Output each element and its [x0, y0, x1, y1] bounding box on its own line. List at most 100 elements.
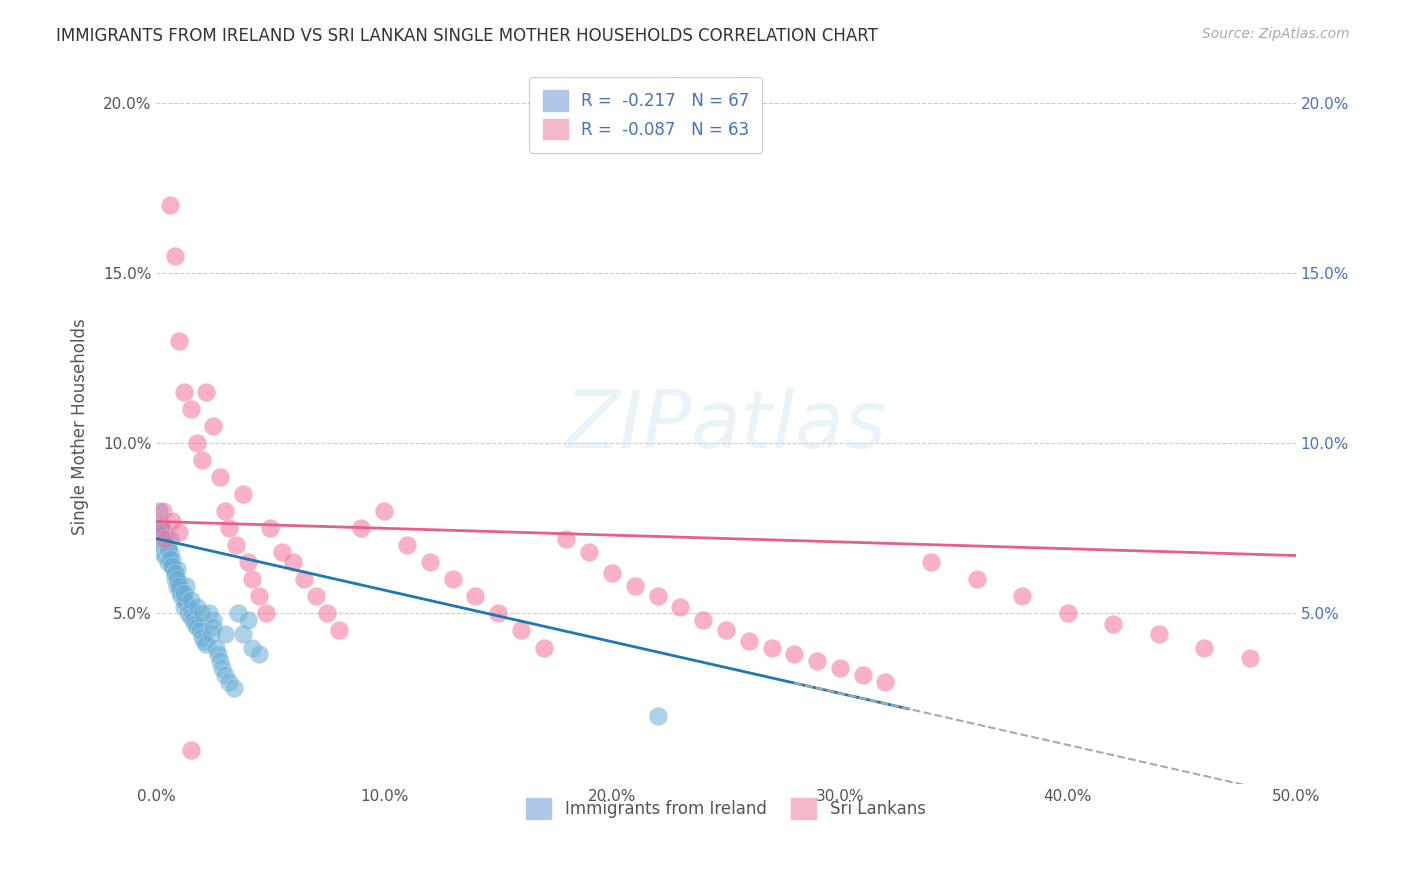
Point — [214, 504, 236, 518]
Point — [149, 517, 172, 532]
Point — [270, 545, 292, 559]
Point — [195, 637, 218, 651]
Text: IMMIGRANTS FROM IRELAND VS SRI LANKAN SINGLE MOTHER HOUSEHOLDS CORRELATION CHART: IMMIGRANTS FROM IRELAND VS SRI LANKAN SI… — [56, 27, 879, 45]
Point — [181, 613, 204, 627]
Point — [202, 419, 225, 434]
Text: Source: ZipAtlas.com: Source: ZipAtlas.com — [1202, 27, 1350, 41]
Point — [152, 504, 174, 518]
Point — [232, 627, 254, 641]
Point — [806, 654, 828, 668]
Point — [1011, 590, 1033, 604]
Point — [155, 535, 177, 549]
Point — [254, 607, 277, 621]
Legend: Immigrants from Ireland, Sri Lankans: Immigrants from Ireland, Sri Lankans — [520, 792, 932, 825]
Point — [159, 545, 181, 559]
Point — [669, 599, 692, 614]
Point — [191, 630, 214, 644]
Point — [149, 521, 172, 535]
Point — [163, 566, 186, 580]
Point — [184, 616, 207, 631]
Point — [714, 624, 737, 638]
Point — [875, 674, 897, 689]
Point — [761, 640, 783, 655]
Point — [647, 708, 669, 723]
Point — [162, 552, 184, 566]
Point — [1102, 616, 1125, 631]
Point — [167, 575, 190, 590]
Point — [305, 590, 328, 604]
Point — [156, 555, 179, 569]
Point — [166, 573, 188, 587]
Point — [373, 504, 395, 518]
Point — [209, 470, 232, 484]
Point — [148, 521, 170, 535]
Point — [156, 541, 179, 556]
Point — [232, 487, 254, 501]
Point — [419, 555, 441, 569]
Point — [180, 402, 202, 417]
Point — [163, 249, 186, 263]
Point — [174, 579, 197, 593]
Point — [170, 586, 193, 600]
Point — [155, 528, 177, 542]
Point — [162, 558, 184, 573]
Point — [647, 590, 669, 604]
Point — [211, 661, 233, 675]
Point — [966, 573, 988, 587]
Y-axis label: Single Mother Households: Single Mother Households — [72, 318, 89, 534]
Point — [316, 607, 339, 621]
Point — [1194, 640, 1216, 655]
Point — [149, 532, 172, 546]
Point — [281, 555, 304, 569]
Point — [828, 661, 851, 675]
Point — [240, 640, 263, 655]
Point — [920, 555, 942, 569]
Point — [486, 607, 509, 621]
Point — [152, 524, 174, 539]
Point — [214, 627, 236, 641]
Point — [166, 562, 188, 576]
Point — [180, 603, 202, 617]
Point — [156, 541, 179, 556]
Point — [555, 532, 578, 546]
Point — [225, 538, 247, 552]
Point — [197, 607, 219, 621]
Point — [167, 334, 190, 348]
Point — [214, 667, 236, 681]
Point — [159, 552, 181, 566]
Point — [195, 385, 218, 400]
Point — [1056, 607, 1078, 621]
Point — [180, 742, 202, 756]
Point — [852, 667, 875, 681]
Point — [180, 592, 202, 607]
Point — [155, 532, 177, 546]
Point — [155, 549, 177, 563]
Point — [202, 613, 225, 627]
Point — [294, 573, 316, 587]
Point — [180, 610, 202, 624]
Point — [167, 579, 190, 593]
Point — [207, 648, 229, 662]
Point — [218, 521, 240, 535]
Point — [247, 590, 270, 604]
Point — [186, 436, 208, 450]
Point — [222, 681, 245, 696]
Point — [186, 599, 208, 614]
Point — [159, 532, 181, 546]
Point — [464, 590, 486, 604]
Point — [236, 555, 259, 569]
Point — [209, 654, 232, 668]
Point — [159, 198, 181, 212]
Point — [167, 582, 190, 597]
Point — [738, 633, 761, 648]
Point — [149, 545, 172, 559]
Point — [174, 596, 197, 610]
Point — [167, 524, 190, 539]
Point — [177, 607, 200, 621]
Point — [395, 538, 418, 552]
Point — [162, 558, 184, 573]
Point — [188, 624, 211, 638]
Point — [166, 579, 188, 593]
Point — [1147, 627, 1170, 641]
Point — [163, 566, 186, 580]
